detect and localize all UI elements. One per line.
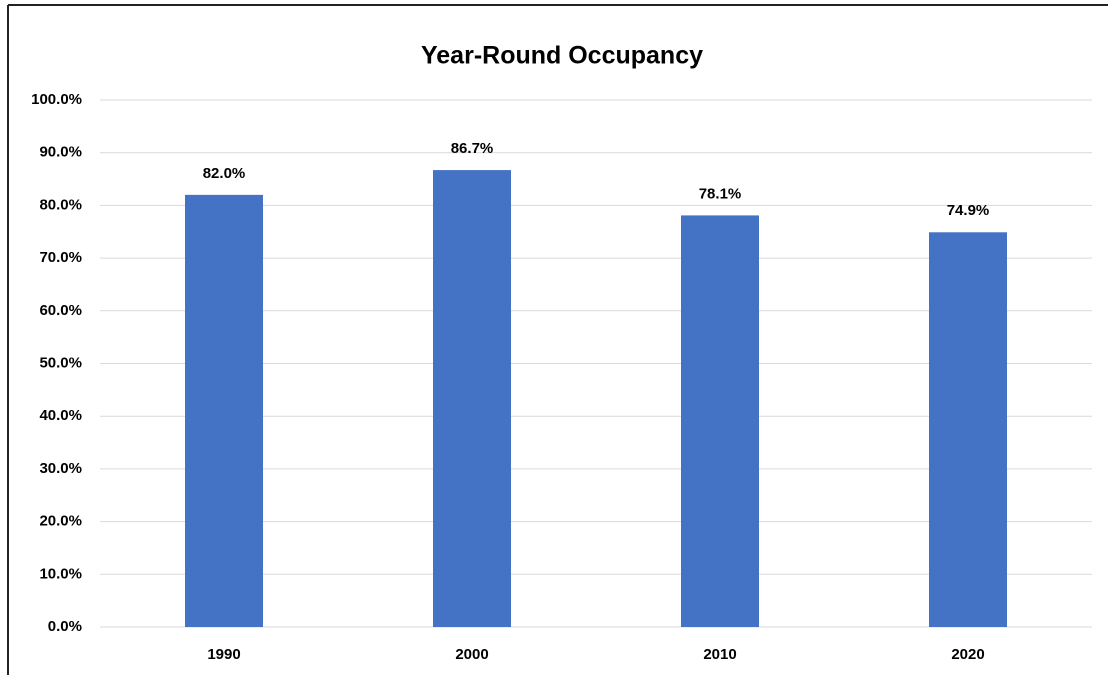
y-tick-label: 40.0% <box>39 407 82 424</box>
bar <box>929 232 1007 628</box>
x-tick-label: 2010 <box>703 646 736 663</box>
y-tick-label: 0.0% <box>48 618 82 635</box>
y-tick-label: 50.0% <box>39 354 82 371</box>
y-tick-label: 10.0% <box>39 565 82 582</box>
data-label: 74.9% <box>947 202 990 219</box>
data-label: 82.0% <box>203 165 246 182</box>
x-tick-label: 2000 <box>455 646 488 663</box>
y-tick-label: 80.0% <box>39 196 82 213</box>
data-label: 78.1% <box>699 185 742 202</box>
x-tick-label: 1990 <box>207 646 240 663</box>
y-tick-label: 90.0% <box>39 144 82 161</box>
bar <box>681 215 759 627</box>
y-tick-label: 30.0% <box>39 460 82 477</box>
bar <box>433 170 511 627</box>
y-tick-label: 100.0% <box>31 91 82 108</box>
y-tick-label: 60.0% <box>39 302 82 319</box>
data-label: 86.7% <box>451 140 494 157</box>
x-tick-label: 2020 <box>951 646 984 663</box>
y-tick-label: 70.0% <box>39 249 82 266</box>
bar <box>185 194 263 628</box>
chart-title: Year-Round Occupancy <box>421 42 703 70</box>
y-tick-label: 20.0% <box>39 513 82 530</box>
